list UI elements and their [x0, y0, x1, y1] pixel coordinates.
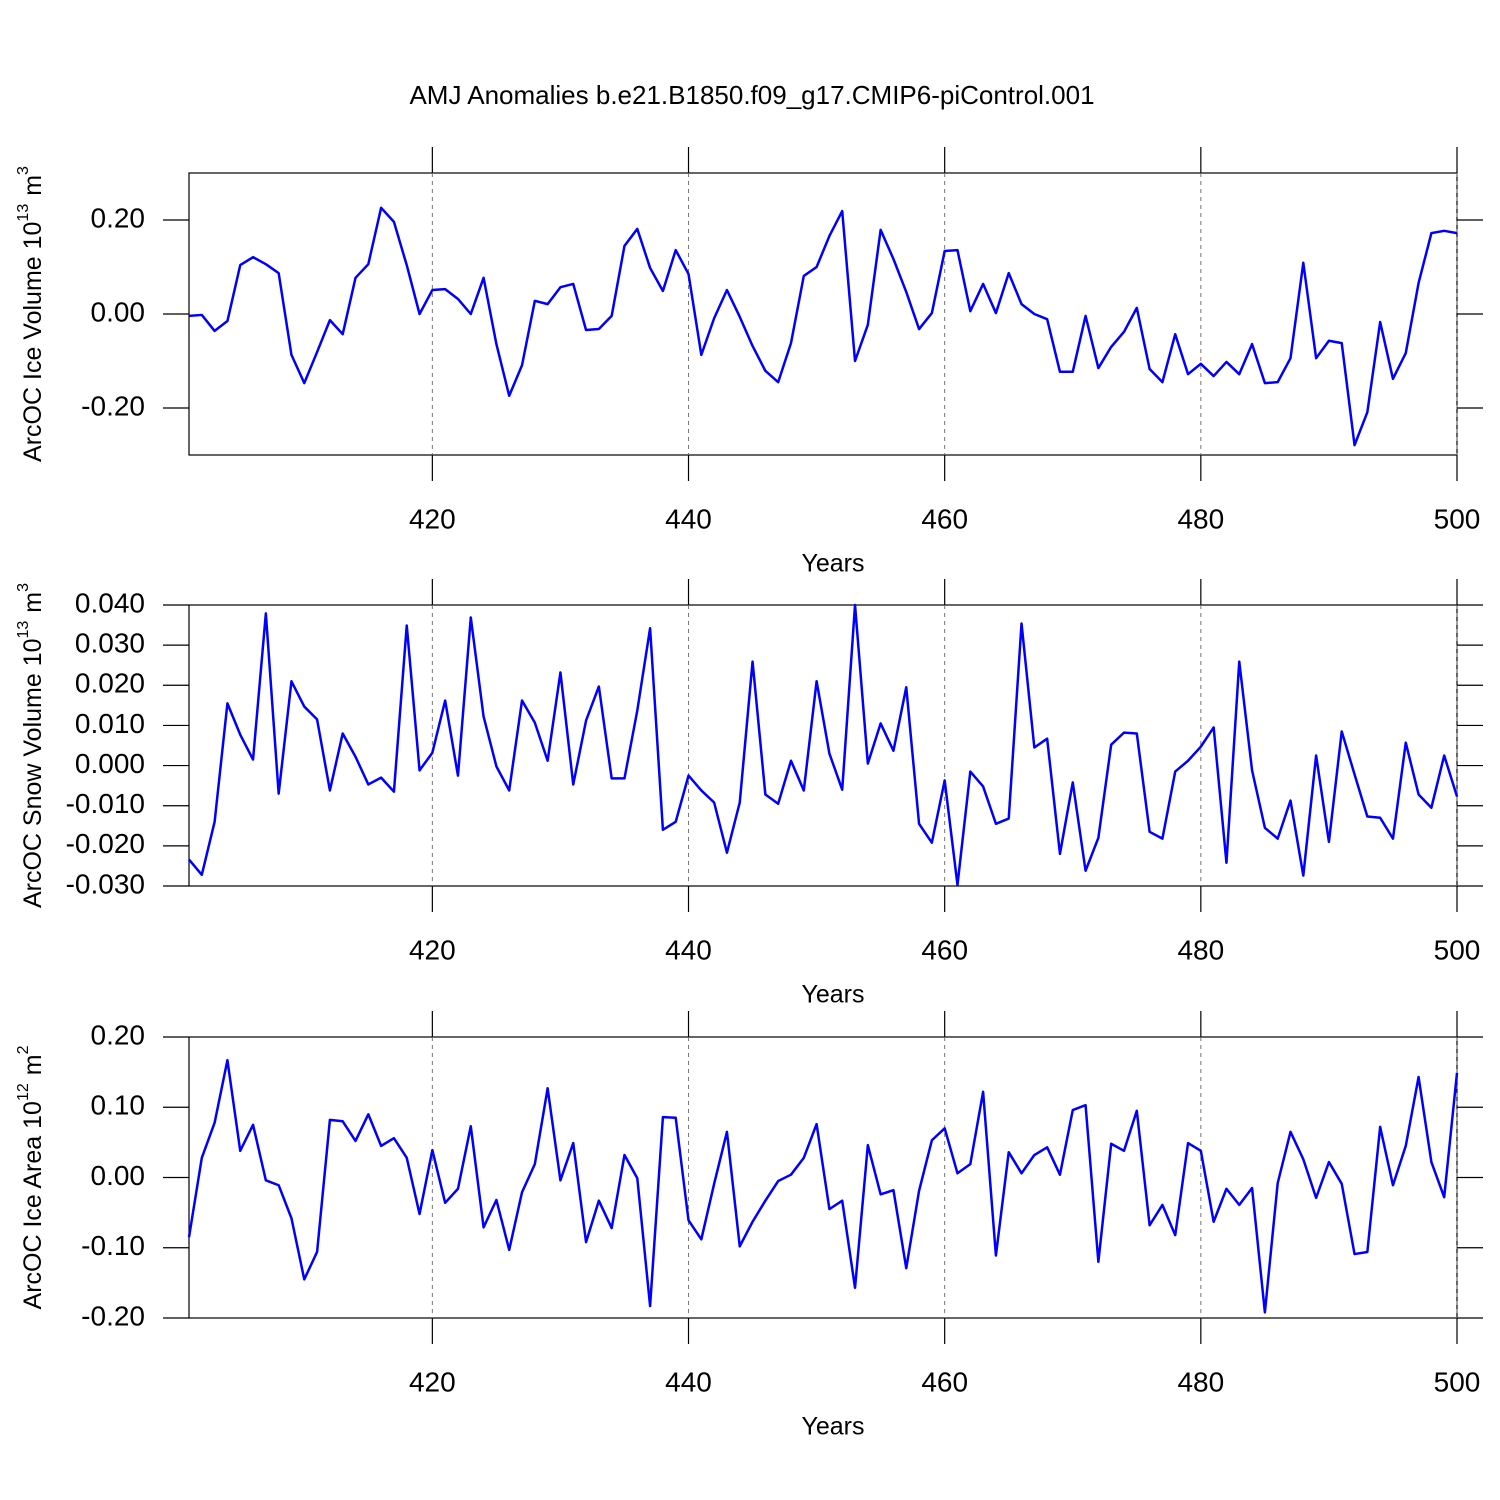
y-axis-label-exponent: 13	[15, 621, 32, 639]
x-axis-label: Years	[801, 981, 864, 1009]
x-tick-label: 420	[409, 1366, 456, 1397]
y-tick-label: 0.040	[75, 587, 145, 618]
data-line	[188, 206, 1458, 447]
y-tick-label: 0.010	[75, 708, 145, 739]
x-tick-label: 460	[921, 934, 968, 965]
y-tick-label: 0.020	[75, 668, 145, 699]
x-tick-label: 440	[665, 1366, 712, 1397]
plot-frame	[188, 604, 1458, 887]
y-axis-label-unit: m	[19, 1054, 47, 1075]
plot-frame	[188, 1036, 1458, 1319]
y-tick-label: 0.00	[91, 296, 146, 327]
y-axis-label-exponent: 13	[15, 204, 32, 222]
y-axis-label-text: ArcOC Ice Area 10	[19, 1101, 47, 1309]
x-tick-label: 440	[665, 934, 712, 965]
y-axis-label-text: ArcOC Snow Volume 10	[19, 638, 47, 908]
x-tick-label: 500	[1434, 503, 1481, 534]
x-tick-label: 480	[1177, 503, 1224, 534]
y-tick-label: -0.20	[81, 390, 145, 421]
y-tick-label: 0.000	[75, 748, 145, 779]
y-axis-label: ArcOC Snow Volume 1013 m3	[15, 583, 46, 908]
y-axis-label-unit-exponent: 3	[15, 583, 32, 592]
y-tick-label: -0.010	[66, 788, 145, 819]
figure-title: AMJ Anomalies b.e21.B1850.f09_g17.CMIP6-…	[409, 80, 1094, 110]
y-axis-label-unit-exponent: 3	[15, 166, 32, 175]
y-axis-label: ArcOC Ice Area 1012 m2	[15, 1045, 46, 1309]
x-tick-label: 460	[921, 503, 968, 534]
y-axis-label-unit: m	[19, 175, 47, 196]
y-tick-label: 0.10	[91, 1090, 146, 1121]
y-tick-label: -0.10	[81, 1230, 145, 1261]
y-tick-label: 0.030	[75, 628, 145, 659]
x-tick-label: 500	[1434, 934, 1481, 965]
x-tick-label: 420	[409, 934, 456, 965]
y-tick-label: -0.020	[66, 828, 145, 859]
y-axis-label-text: ArcOC Ice Volume 10	[19, 222, 47, 462]
y-axis-label: ArcOC Ice Volume 1013 m3	[15, 166, 46, 462]
x-tick-label: 420	[409, 503, 456, 534]
x-axis-label: Years	[801, 550, 864, 578]
x-tick-label: 480	[1177, 934, 1224, 965]
y-axis-label-unit: m	[19, 592, 47, 613]
y-tick-label: 0.00	[91, 1160, 146, 1191]
y-tick-label: 0.20	[91, 202, 146, 233]
x-tick-label: 500	[1434, 1366, 1481, 1397]
y-tick-label: -0.20	[81, 1300, 145, 1331]
y-tick-label: 0.20	[91, 1019, 146, 1050]
y-axis-label-exponent: 12	[15, 1083, 32, 1101]
x-tick-label: 440	[665, 503, 712, 534]
y-tick-label: -0.030	[66, 868, 145, 899]
data-line	[188, 603, 1459, 887]
x-tick-label: 480	[1177, 1366, 1224, 1397]
x-axis-label: Years	[801, 1413, 864, 1441]
x-tick-label: 460	[921, 1366, 968, 1397]
data-line	[187, 1058, 1459, 1314]
y-axis-label-unit-exponent: 2	[15, 1045, 32, 1054]
